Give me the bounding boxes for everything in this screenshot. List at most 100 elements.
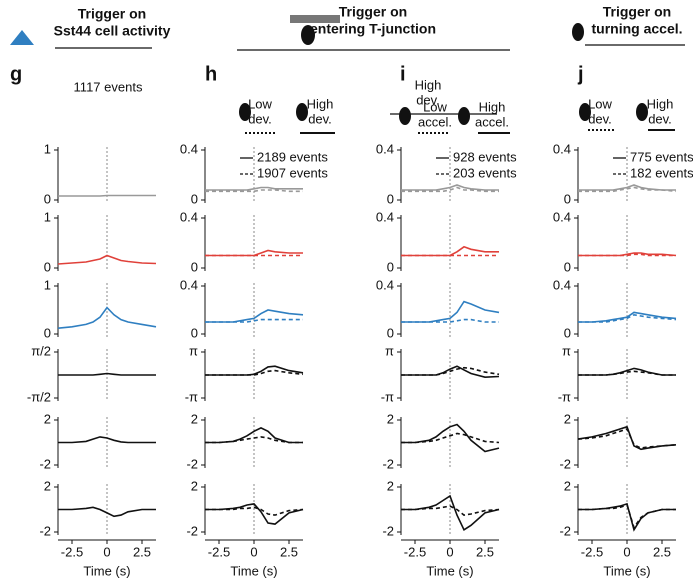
- trace: [205, 186, 303, 191]
- header-decor: [10, 15, 685, 134]
- y-tick-label: -2: [559, 523, 571, 538]
- y-tick-label: 0: [191, 325, 198, 340]
- legend-label: 1907 events: [257, 165, 328, 180]
- x-tick-label: -2.5: [581, 544, 603, 559]
- y-tick-label: -2: [382, 456, 394, 471]
- x-tick-label: 0: [623, 544, 630, 559]
- legend-label: 775 events: [630, 149, 693, 164]
- panel-letter: h: [205, 63, 217, 85]
- trace: [58, 436, 156, 444]
- y-tick-label: 0: [387, 191, 394, 206]
- y-tick-label: 2: [564, 478, 571, 493]
- y-tick-label: -2: [559, 456, 571, 471]
- condition-label: accel.: [475, 114, 509, 129]
- y-tick-label: -π: [558, 389, 571, 404]
- header-title: Sst44 cell activity: [54, 23, 171, 39]
- legend-label: 2189 events: [257, 149, 328, 164]
- condition-label: Low: [588, 96, 612, 111]
- x-tick-label: 2.5: [133, 544, 151, 559]
- trace: [401, 318, 499, 323]
- mouse-icon: [239, 103, 251, 121]
- x-tick-label: -2.5: [208, 544, 230, 559]
- condition-label: dev.: [648, 111, 672, 126]
- x-tick-label: -2.5: [61, 544, 83, 559]
- y-tick-label: 2: [44, 478, 51, 493]
- trace: [401, 184, 499, 191]
- trace: [577, 428, 677, 449]
- y-tick-label: 1: [44, 209, 51, 224]
- y-tick-label: 0: [191, 191, 198, 206]
- y-tick-label: 0.4: [376, 209, 394, 224]
- y-tick-label: 0.4: [553, 277, 571, 292]
- maze-icon: [290, 15, 340, 23]
- y-tick-label: -2: [39, 456, 51, 471]
- trace: [578, 313, 677, 323]
- y-tick-label: 0.4: [180, 277, 198, 292]
- header-title: Trigger on: [339, 4, 407, 20]
- y-tick-label: 0.4: [180, 141, 198, 156]
- x-axis-label: Time (s): [83, 563, 130, 578]
- condition-label: dev.: [416, 92, 440, 107]
- mouse-icon: [579, 103, 591, 121]
- header-title: entering T-junction: [310, 21, 436, 37]
- trace: [58, 194, 156, 197]
- mouse-icon: [296, 103, 308, 121]
- y-tick-label: 0: [44, 325, 51, 340]
- y-tick-label: 2: [191, 411, 198, 426]
- mouse-icon: [572, 23, 584, 41]
- x-tick-label: 0: [250, 544, 257, 559]
- trace: [205, 189, 303, 193]
- y-tick-label: 0: [44, 191, 51, 206]
- y-tick-label: 0: [564, 191, 571, 206]
- condition-label: High: [415, 77, 442, 92]
- y-tick-label: 0: [564, 259, 571, 274]
- legend-label: 182 events: [630, 165, 693, 180]
- x-axis-label: Time (s): [230, 563, 277, 578]
- trace: [578, 186, 677, 193]
- condition-label: High: [479, 99, 506, 114]
- condition-label: Low: [423, 99, 447, 114]
- trace: [578, 503, 676, 530]
- y-tick-label: π: [385, 343, 394, 358]
- header-title: Trigger on: [603, 4, 671, 20]
- event-count: 1117 events: [74, 79, 143, 94]
- y-tick-label: 2: [387, 478, 394, 493]
- condition-label: dev.: [588, 111, 612, 126]
- condition-label: dev.: [308, 111, 332, 126]
- condition-label: Low: [248, 96, 272, 111]
- trace: [401, 505, 500, 516]
- x-tick-label: 2.5: [280, 544, 298, 559]
- x-axis-label: Time (s): [603, 563, 650, 578]
- x-tick-label: -2.5: [404, 544, 426, 559]
- y-tick-label: 2: [191, 478, 198, 493]
- x-tick-label: 2.5: [476, 544, 494, 559]
- x-tick-label: 0: [446, 544, 453, 559]
- y-tick-label: -π/2: [27, 389, 51, 404]
- condition-label: accel.: [418, 114, 452, 129]
- panel-letter: g: [10, 63, 22, 85]
- trace: [578, 184, 676, 191]
- condition-label: High: [647, 96, 674, 111]
- mouse-icon: [399, 107, 411, 125]
- panel-letter: i: [400, 63, 406, 85]
- header-title: turning accel.: [591, 21, 682, 37]
- header-title: Trigger on: [78, 6, 146, 22]
- y-tick-label: π: [189, 343, 198, 358]
- trace: [57, 254, 157, 265]
- trace: [401, 366, 500, 376]
- y-tick-label: 0.4: [376, 141, 394, 156]
- y-tick-label: 0.4: [553, 141, 571, 156]
- trace: [401, 186, 499, 193]
- mouse-icon: [458, 107, 470, 125]
- trace: [205, 436, 303, 444]
- y-tick-label: -2: [382, 523, 394, 538]
- neuron-icon: [10, 30, 34, 45]
- trace: [578, 370, 676, 376]
- y-tick-label: 0: [387, 325, 394, 340]
- trace: [58, 506, 156, 518]
- y-tick-label: 2: [564, 411, 571, 426]
- y-tick-label: 2: [44, 411, 51, 426]
- mouse-icon: [636, 103, 648, 121]
- y-tick-label: 0: [191, 259, 198, 274]
